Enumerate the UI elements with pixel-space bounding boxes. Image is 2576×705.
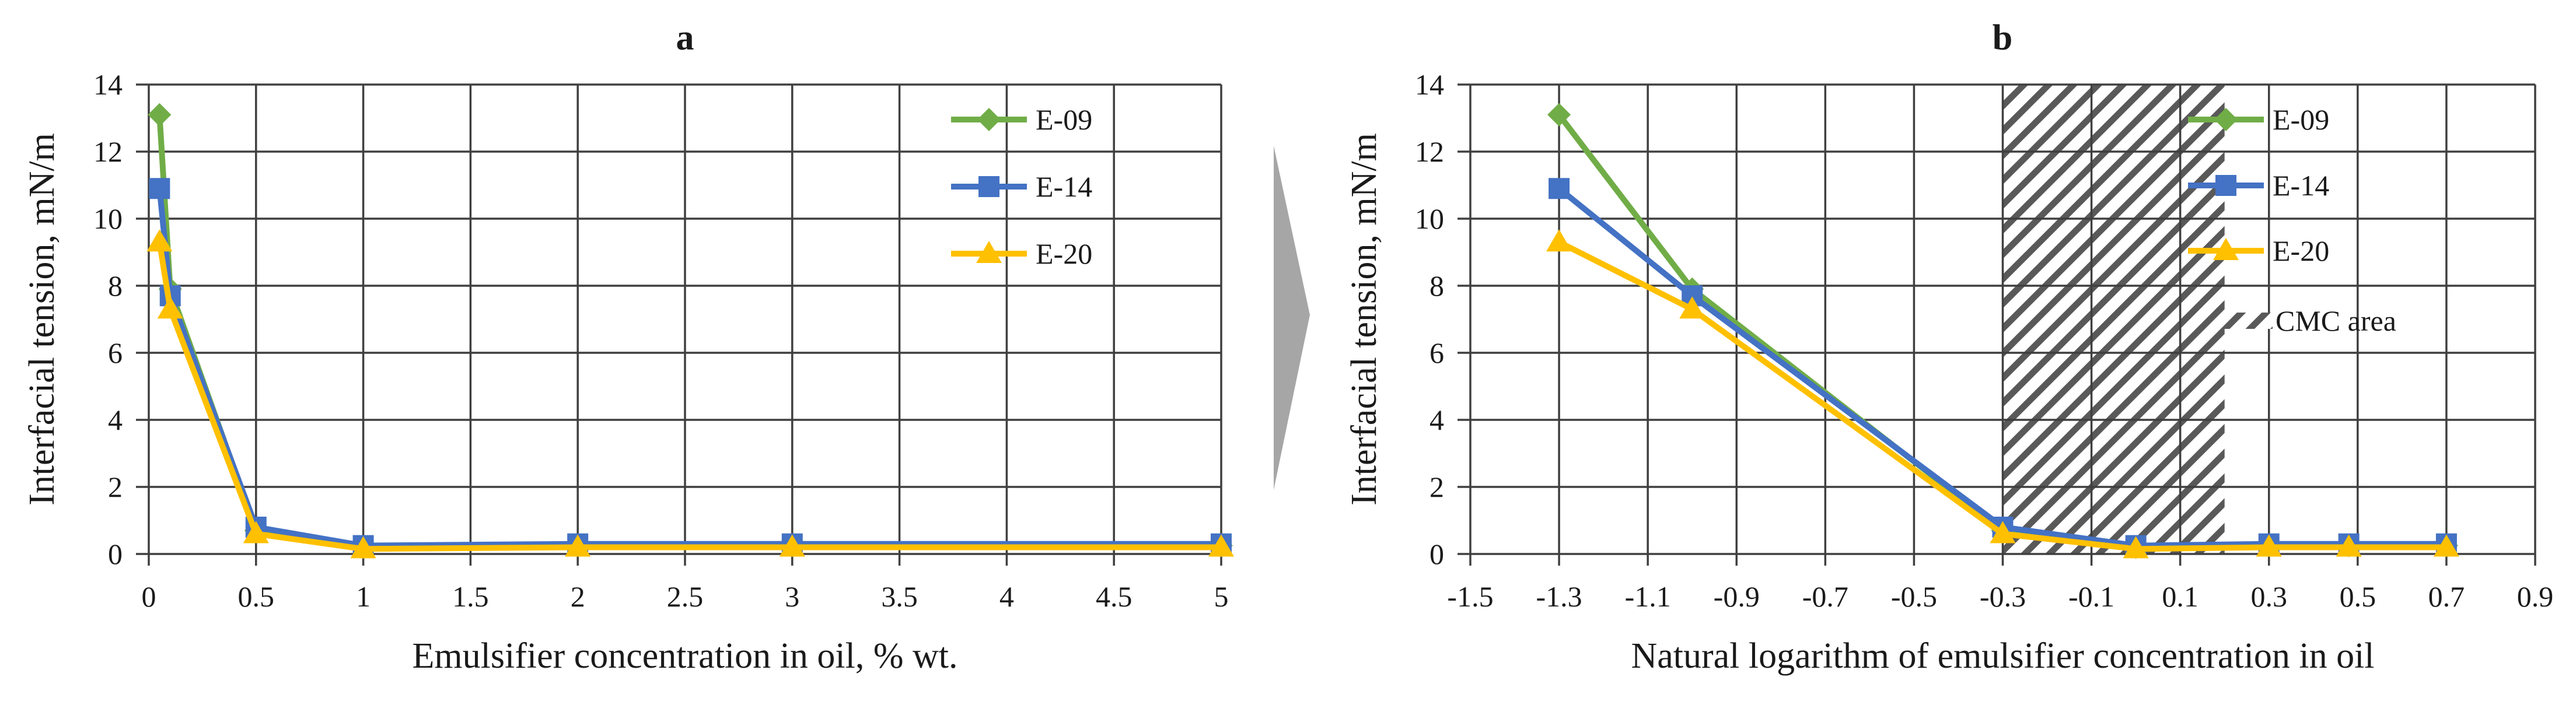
- data-point-e-20: [2123, 536, 2149, 559]
- data-point-e-20: [2336, 534, 2362, 557]
- data-point-e-20: [2433, 534, 2459, 557]
- data-point-e-20: [1546, 229, 1572, 252]
- legend-label: E-20: [1036, 237, 1092, 270]
- legend-marker-e-09: [2214, 108, 2238, 131]
- legend: E-09 E-14 E-20: [951, 103, 1092, 270]
- data-point-e-20: [565, 534, 591, 557]
- data-point-e-20: [1990, 521, 2016, 543]
- series-line-e-20: [156, 241, 1221, 552]
- x-tick-label: 1: [356, 580, 371, 613]
- x-tick-label: 0.5: [2340, 580, 2376, 613]
- x-axis-title: Natural logarithm of emulsifier concentr…: [1631, 636, 2374, 676]
- y-tick-label: 6: [1429, 336, 1444, 369]
- data-point-e-09: [1547, 103, 1571, 127]
- y-tick-label: 8: [1429, 269, 1444, 302]
- data-point-e-09: [148, 103, 172, 127]
- y-tick-label: 14: [1415, 68, 1444, 101]
- data-point-e-20: [146, 229, 173, 252]
- data-point-e-20: [779, 534, 805, 557]
- data-point-e-20: [157, 296, 183, 319]
- x-tick-label: 3: [785, 580, 799, 613]
- y-tick-label: 2: [108, 471, 123, 503]
- chart-panel-a: a 0 2 4 6 8 10 12 14 0 0.5 1 1.5 2 2.5 3 3.5 4 4.5 5 Emulsif…: [22, 18, 1234, 676]
- legend-label: E-09: [2273, 103, 2329, 136]
- x-tick-label: 0: [142, 580, 156, 613]
- data-point-e-20: [1208, 534, 1234, 557]
- data-point-e-20: [243, 521, 269, 543]
- x-tick-label: 0.3: [2251, 580, 2288, 613]
- legend-swatch-cmc: [2188, 313, 2273, 329]
- legend-label-cmc: CMC area: [2276, 304, 2396, 337]
- x-tick-label: -0.3: [1980, 580, 2026, 613]
- x-tick-label: 0.5: [238, 580, 275, 613]
- y-tick-label: 14: [93, 68, 123, 101]
- data-point-e-14: [149, 178, 170, 199]
- y-axis-title: Interfacial tension, mN/m: [1344, 133, 1384, 506]
- legend-marker-e-14: [978, 176, 999, 197]
- x-tick-label: 2.5: [667, 580, 704, 613]
- x-tick-label: -0.5: [1891, 580, 1937, 613]
- x-tick-label: -0.9: [1714, 580, 1760, 613]
- legend: E-09 E-14 E-20 CMC area: [2188, 103, 2396, 337]
- x-tick-label: 4.5: [1096, 580, 1133, 613]
- legend-marker-e-20: [2213, 238, 2239, 260]
- legend-label: E-09: [1036, 103, 1092, 136]
- x-tick-label: 2: [571, 580, 585, 613]
- y-tick-label: 6: [108, 336, 123, 369]
- chevron-right-icon: [1274, 146, 1310, 490]
- panel-title: b: [1993, 18, 2012, 58]
- chart-panel-b: b 0 2 4 6 8 10 12 14 -1.5 -1.3 -1.1 -0.9 -0.7 -0.5 -0.3…: [1344, 18, 2553, 676]
- y-tick-label: 10: [93, 202, 123, 235]
- x-tick-label: 0.1: [2162, 580, 2198, 613]
- y-tick-label: 12: [93, 135, 123, 168]
- legend-label: E-20: [2273, 234, 2329, 267]
- panel-title: a: [676, 18, 694, 58]
- data-point-e-20: [2256, 534, 2282, 557]
- data-point-e-20: [350, 536, 376, 559]
- legend-marker-e-14: [2215, 175, 2236, 196]
- x-tick-label: 0.9: [2517, 580, 2554, 613]
- legend-marker-e-09: [977, 108, 1001, 131]
- y-tick-label: 10: [1415, 202, 1444, 235]
- x-tick-label: 0.7: [2428, 580, 2465, 613]
- y-tick-label: 0: [1429, 538, 1444, 570]
- y-tick-label: 8: [108, 269, 123, 302]
- x-tick-label: 1.5: [452, 580, 489, 613]
- y-tick-label: 0: [108, 538, 123, 570]
- x-tick-label: -0.1: [2068, 580, 2114, 613]
- legend-label: E-14: [1036, 170, 1092, 203]
- x-tick-label: -1.1: [1625, 580, 1671, 613]
- y-tick-label: 12: [1415, 135, 1444, 168]
- y-tick-label: 4: [108, 404, 123, 436]
- legend-marker-e-20: [976, 241, 1002, 263]
- x-tick-label: -1.5: [1447, 580, 1493, 613]
- y-tick-label: 2: [1429, 471, 1444, 503]
- x-tick-label: 4: [999, 580, 1014, 613]
- data-point-e-14: [1549, 178, 1570, 199]
- legend-label: E-14: [2273, 169, 2329, 202]
- x-axis-title: Emulsifier concentration in oil, % wt.: [413, 636, 958, 676]
- x-tick-label: 3.5: [881, 580, 918, 613]
- data-point-e-20: [1679, 296, 1705, 319]
- x-tick-label: -0.7: [1802, 580, 1848, 613]
- x-tick-label: -1.3: [1536, 580, 1582, 613]
- cmc-area-region: [2002, 85, 2225, 554]
- y-axis-title: Interfacial tension, mN/m: [22, 133, 62, 506]
- x-tick-label: 5: [1214, 580, 1229, 613]
- y-tick-label: 4: [1429, 404, 1444, 436]
